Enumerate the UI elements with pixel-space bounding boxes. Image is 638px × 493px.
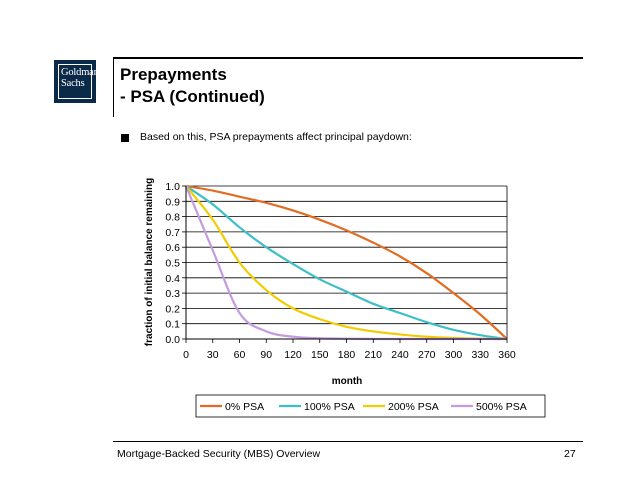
x-tick-label: 30 [207, 349, 219, 361]
axes [182, 185, 508, 343]
grid-lines [186, 185, 507, 340]
series-line-100-psa [185, 185, 508, 341]
x-tick-label: 0 [183, 349, 189, 361]
y-tick-label: 0.1 [165, 319, 180, 331]
legend-label: 0% PSA [225, 401, 264, 413]
y-tick-label: 0.3 [165, 288, 180, 300]
x-tick-label: 210 [364, 349, 382, 361]
x-tick-label: 300 [445, 349, 463, 361]
x-tick-label: 120 [284, 349, 302, 361]
y-tick-label: 0.9 [165, 196, 180, 208]
x-tick-label: 270 [418, 349, 436, 361]
y-tick-label: 0.2 [165, 303, 180, 315]
x-tick-label: 150 [311, 349, 329, 361]
y-tick-label: 0.5 [165, 258, 180, 270]
chart-legend: 0% PSA 100% PSA 200% PSA 500% PSA [195, 394, 546, 418]
title-vertical-rule [113, 57, 114, 117]
title-line-1: Prepayments [120, 65, 227, 84]
logo-text-line1: Goldman [61, 67, 99, 78]
footer-title: Mortgage-Backed Security (MBS) Overview [117, 448, 321, 460]
tick-labels: 0.0 0.1 0.2 0.3 0.4 0.5 0.6 0.7 0.8 0.9 1.0 0 30 60 90… [165, 181, 516, 361]
bullet-text: Based on this, PSA prepayments affect pr… [140, 131, 412, 143]
series-line-0-psa [185, 184, 508, 340]
y-tick-label: 0.8 [165, 212, 180, 224]
x-tick-label: 240 [391, 349, 409, 361]
y-axis-label: fraction of initial balance remaining [144, 178, 155, 346]
logo-frame: Goldman Sachs [58, 64, 99, 99]
y-tick-label: 1.0 [165, 181, 180, 193]
x-tick-label: 90 [260, 349, 272, 361]
title-rule [113, 57, 583, 59]
title-line-2: - PSA (Continued) [120, 87, 265, 106]
page-number: 27 [564, 448, 576, 460]
logo-text-line2: Sachs [61, 78, 85, 89]
legend-label: 500% PSA [476, 401, 527, 413]
footer-rule [113, 441, 583, 442]
x-tick-label: 330 [471, 349, 489, 361]
y-tick-label: 0.6 [165, 242, 180, 254]
x-tick-label: 60 [234, 349, 246, 361]
legend-label: 100% PSA [304, 401, 355, 413]
x-tick-label: 180 [338, 349, 356, 361]
goldman-sachs-logo: Goldman Sachs [54, 60, 99, 103]
y-tick-label: 0.7 [165, 227, 180, 239]
y-tick-label: 0.4 [165, 273, 180, 285]
x-axis-label: month [332, 376, 363, 387]
bullet-square-icon [121, 134, 129, 142]
legend-label: 200% PSA [388, 401, 439, 413]
y-tick-label: 0.0 [165, 334, 180, 346]
x-tick-label: 360 [498, 349, 516, 361]
page-title: Prepayments - PSA (Continued) [120, 64, 265, 108]
